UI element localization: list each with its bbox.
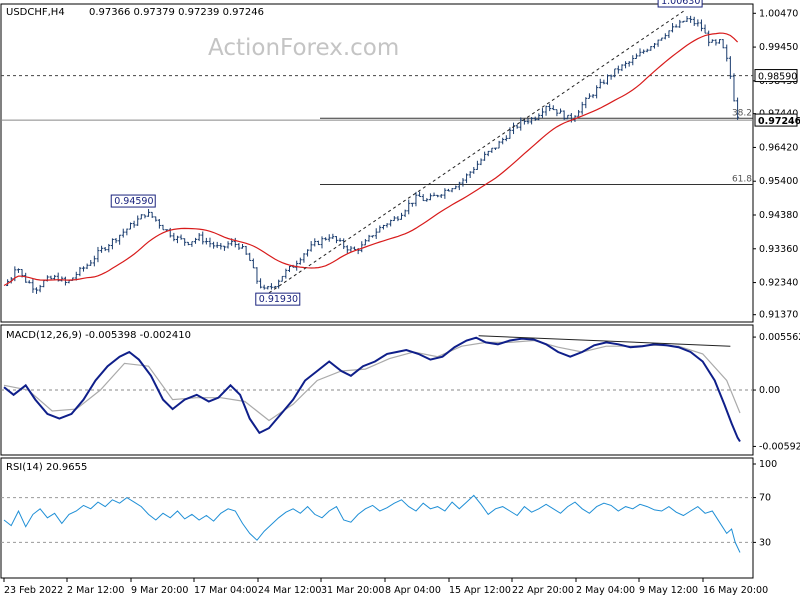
price-axis-label: 0.95400 (759, 176, 798, 187)
axes: 1.004700.994500.984300.974400.964200.954… (3, 8, 800, 596)
macd-plot (1, 335, 753, 443)
macd-signal-line (3, 339, 741, 422)
trendline (263, 9, 687, 297)
ohlc-readout: 0.97366 0.97379 0.97239 0.97246 (89, 7, 264, 18)
price-axis-label: 0.92340 (759, 278, 798, 289)
moving-average-line (3, 32, 739, 287)
rsi-plot (1, 494, 753, 553)
macd-axis-label: 0.00 (759, 385, 780, 396)
price-axis-badge-label: 0.97246 (758, 116, 800, 127)
watermark: ActionForex.com (208, 35, 399, 61)
rsi-line (3, 494, 741, 553)
price-axis-badge-label: 0.98590 (758, 72, 797, 83)
macd-axis-label: -0.00592 (759, 441, 800, 452)
macd-title: MACD(12,26,9) -0.005398 -0.002410 (6, 330, 191, 341)
time-axis-label: 15 Apr 12:00 (449, 585, 511, 596)
price-callout: 0.94590 (110, 194, 156, 208)
macd-divergence-line (478, 335, 731, 347)
price-axis-label: 0.91370 (759, 310, 798, 321)
time-axis-label: 8 Apr 04:00 (385, 585, 441, 596)
time-axis-label: 9 May 12:00 (639, 585, 698, 596)
price-axis-badge (754, 113, 798, 127)
time-axis-label: 9 Mar 20:00 (131, 585, 188, 596)
rsi-axis-label: 70 (759, 493, 771, 504)
macd-panel-frame (0, 324, 754, 456)
fib-level-label: 38.2 (732, 108, 752, 118)
time-axis-label: 22 Apr 20:00 (512, 585, 574, 596)
time-axis-label: 23 Feb 2022 (4, 585, 63, 596)
price-callout: 1.00630 (657, 0, 703, 8)
macd-axis-label: 0.005562 (759, 332, 800, 343)
price-panel-frame (0, 3, 754, 323)
price-callout-label: 1.00630 (661, 0, 700, 7)
rsi-axis-label: 30 (759, 537, 771, 548)
price-axis-badge (754, 69, 798, 83)
time-axis-label: 24 Mar 12:00 (258, 585, 321, 596)
rsi-title: RSI(14) 20.9655 (6, 462, 87, 473)
price-callout-label: 0.94590 (114, 196, 153, 207)
price-plot: 38.2 61.8 1.00630 0.94590 0.91930 (1, 0, 753, 306)
price-callout-box (255, 292, 301, 306)
time-axis-label: 16 May 20:00 (703, 585, 768, 596)
rsi-panel-frame (0, 457, 754, 579)
symbol-label: USDCHF,H4 (6, 7, 65, 18)
price-axis-label: 1.00470 (759, 8, 798, 19)
price-axis-label: 0.99450 (759, 42, 798, 53)
price-callout-label: 0.91930 (259, 294, 298, 305)
price-axis-label: 0.96420 (759, 142, 798, 153)
price-axis-label: 0.93360 (759, 244, 798, 255)
time-axis-label: 2 May 04:00 (576, 585, 635, 596)
time-axis-label: 31 Mar 20:00 (321, 585, 384, 596)
price-callout: 0.91930 (255, 292, 301, 306)
fib-level-label: 61.8 (732, 175, 752, 185)
time-axis-label: 17 Mar 04:00 (194, 585, 257, 596)
time-axis-label: 2 Mar 12:00 (67, 585, 124, 596)
price-callout-box (110, 194, 156, 208)
rsi-axis-label: 100 (759, 459, 777, 470)
price-axis-label: 0.94380 (759, 210, 798, 221)
price-callout-box (657, 0, 703, 8)
macd-line (3, 336, 741, 443)
